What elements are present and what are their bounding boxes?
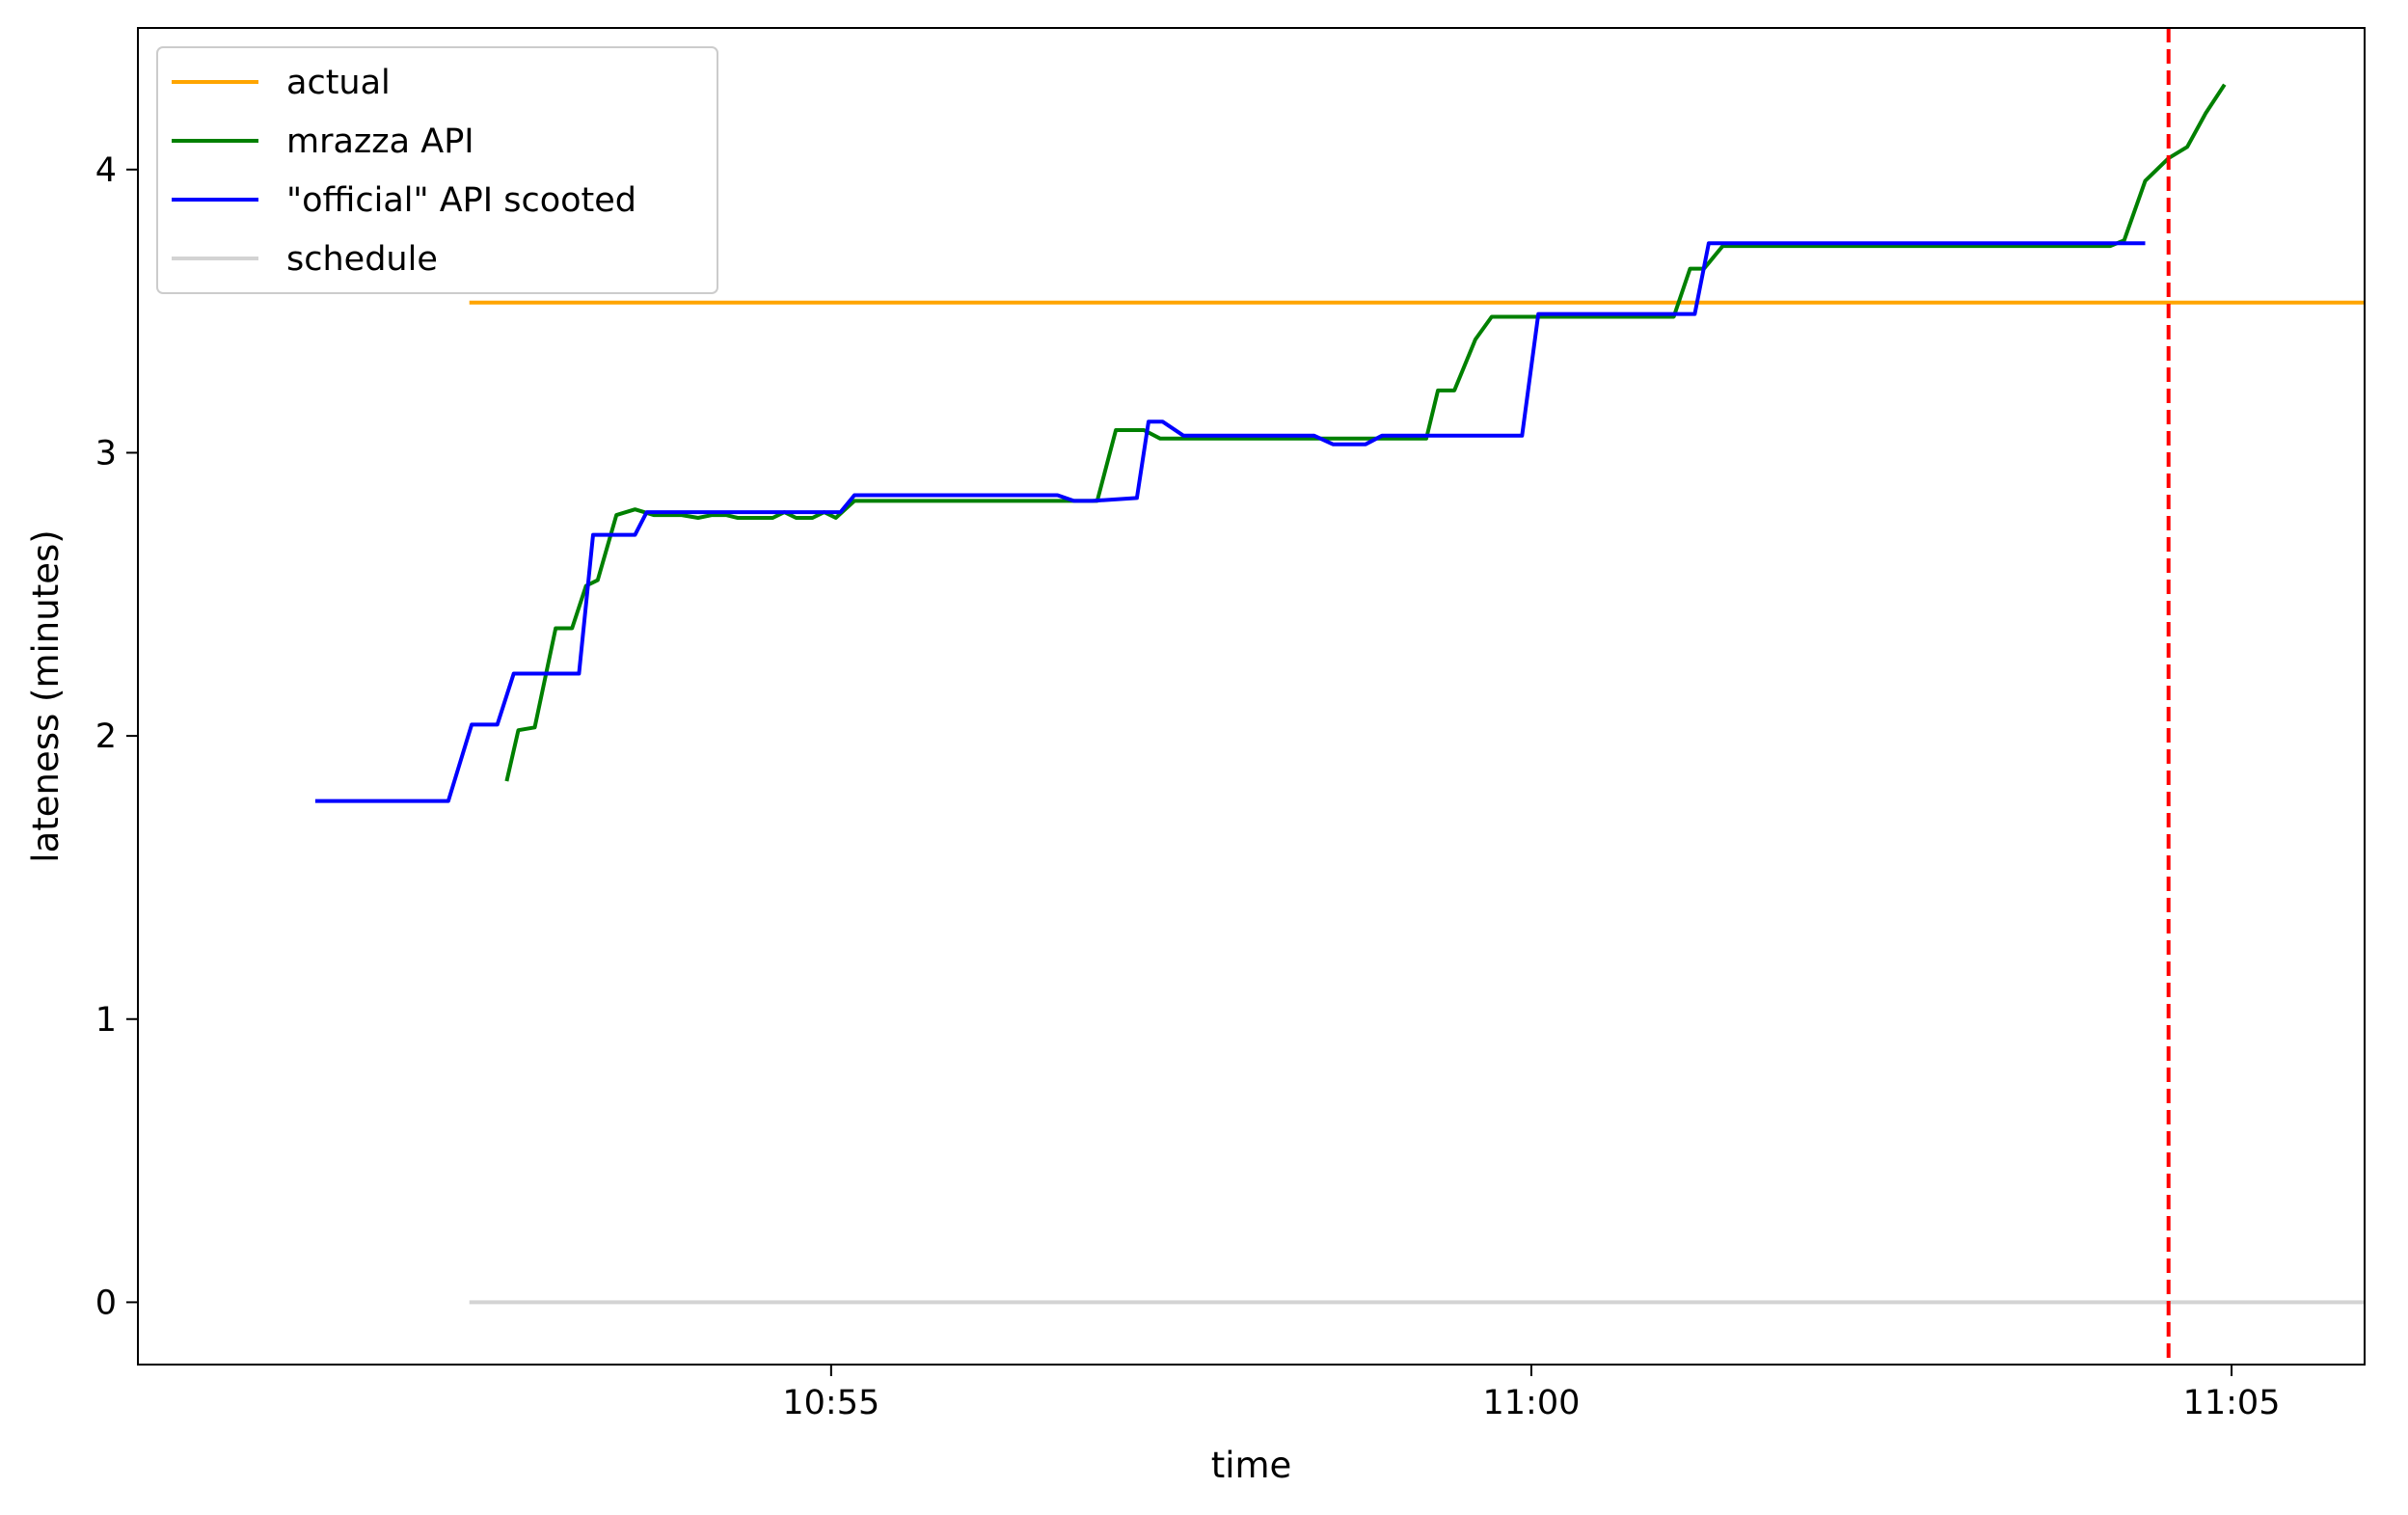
series-line-2 <box>314 241 2146 803</box>
x-tick-label: 11:05 <box>2183 1384 2281 1422</box>
y-tick-label: 3 <box>95 434 117 473</box>
y-tick-label: 1 <box>95 1001 117 1040</box>
x-axis-label: time <box>1211 1445 1292 1486</box>
legend-label: actual <box>286 64 391 102</box>
y-tick-label: 2 <box>95 717 117 756</box>
y-axis-label: lateness (minutes) <box>25 529 67 862</box>
y-tick-label: 4 <box>95 151 117 190</box>
series-line-1 <box>504 83 2227 782</box>
legend-label: "official" API scooted <box>286 181 636 220</box>
legend-label: mrazza API <box>286 122 474 161</box>
plot-area <box>314 28 2365 1365</box>
legend-label: schedule <box>286 240 438 279</box>
x-tick-label: 10:55 <box>782 1384 879 1422</box>
legend: actual mrazza API "official" API scooted sc… <box>156 46 718 294</box>
axes-frame <box>137 27 2366 1366</box>
axes: 10:55 11:00 11:05 0 1 2 3 4 <box>95 27 2366 1422</box>
y-tick-label: 0 <box>95 1284 117 1322</box>
legend-box <box>156 46 718 294</box>
x-tick-label: 11:00 <box>1483 1384 1581 1422</box>
